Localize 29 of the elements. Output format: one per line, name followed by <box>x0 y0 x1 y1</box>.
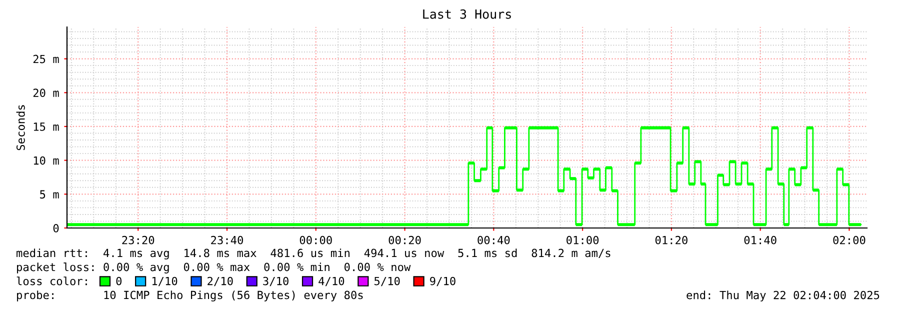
text: median rtt: 4.1 ms avg 14.8 ms max 481.6 us min 494.1 us now 5.1 ms sd 814.2 m am/s <box>16 248 610 260</box>
y-tick-label: 0 <box>53 224 59 232</box>
y-axis-title: Seconds <box>16 105 25 150</box>
text: loss color: <box>16 276 87 286</box>
text: probe: 10 ICMP Echo Pings (56 Bytes) every 80s <box>17 290 363 302</box>
x-tick-label: 01:40 <box>744 236 776 244</box>
text: end: Thu May 22 02:04:00 2025 <box>686 290 880 302</box>
x-tick-label: 00:00 <box>300 236 332 244</box>
legend-label: 5/10 <box>374 276 400 286</box>
x-tick-label: 00:20 <box>388 236 421 244</box>
x-tick-label: 01:00 <box>566 236 599 244</box>
x-tick-label: 02:00 <box>833 236 866 244</box>
chart-title: Last 3 Hours <box>423 9 511 19</box>
y-tick-label: 20 m <box>33 88 59 98</box>
x-tick-label: 23:20 <box>122 236 154 244</box>
legend-label: 9/10 <box>430 276 456 286</box>
x-tick-label: 01:20 <box>655 236 688 244</box>
y-tick-label: 15 m <box>34 122 59 131</box>
legend-label: 2/10 <box>208 276 233 286</box>
legend-label: 3/10 <box>263 276 288 286</box>
text: packet loss: 0.00 % avg 0.00 % max 0.00 % min 0.00 % now <box>17 262 411 274</box>
x-tick-label: 00:40 <box>478 236 510 244</box>
legend-label: 1/10 <box>152 276 178 286</box>
y-tick-label: 25 m <box>33 54 59 64</box>
y-tick-label: 10 m <box>34 156 59 165</box>
legend-label: 4/10 <box>318 276 344 286</box>
x-tick-label: 23:40 <box>211 236 244 244</box>
y-tick-label: 5 m <box>40 190 59 199</box>
legend-label: 0 <box>116 276 122 286</box>
